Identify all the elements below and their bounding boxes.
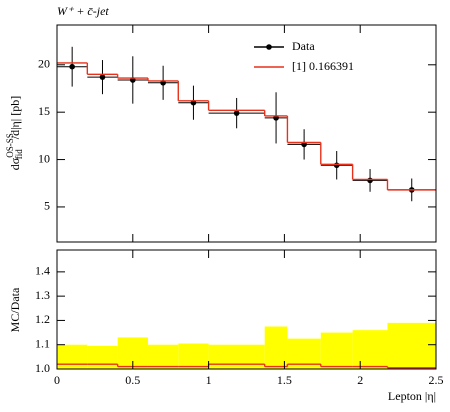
y-label-part: /d|η| [pb] — [8, 96, 22, 139]
x-tick-label: 2.5 — [429, 373, 444, 387]
ratio-band — [147, 344, 179, 369]
chart-title: W⁺ + c̄-jet — [57, 4, 109, 18]
ratio-band — [320, 332, 353, 369]
data-point — [69, 63, 75, 70]
x-tick-label: 1 — [206, 373, 212, 387]
x-tick-label: 2 — [357, 373, 363, 387]
x-tick-label: 0.5 — [125, 373, 140, 387]
ratio-band — [352, 330, 388, 369]
legend-label: [1] 0.166391 — [292, 59, 354, 73]
y-label-sub: fid — [14, 149, 24, 159]
y-label-part: dσ — [8, 157, 22, 170]
y-tick-label: 10 — [38, 151, 50, 165]
ratio-band — [87, 345, 118, 369]
y-tick-label: 1.1 — [35, 336, 50, 350]
y-tick-label: 1.0 — [35, 361, 50, 375]
x-axis-label: Lepton |η| — [388, 389, 436, 403]
ratio-band — [387, 322, 436, 369]
ratio-band — [264, 326, 288, 369]
y-tick-label: 1.3 — [35, 288, 50, 302]
x-tick-label: 1.5 — [277, 373, 292, 387]
plot-frame — [56, 249, 437, 370]
ratio-band — [178, 343, 209, 369]
y-label-sup: OS-SS — [5, 133, 15, 158]
y-tick-label: 1.2 — [35, 312, 50, 326]
data-point — [99, 74, 106, 80]
y-tick-label: 5 — [44, 199, 50, 213]
plot-frame — [56, 24, 437, 243]
data-point — [367, 177, 373, 184]
legend-marker — [266, 44, 272, 50]
data-point — [333, 162, 340, 169]
x-tick-label: 0 — [54, 373, 60, 387]
ratio-band — [57, 344, 88, 369]
y-tick-label: 20 — [38, 57, 50, 71]
data-point — [233, 110, 240, 116]
y-tick-label: 15 — [38, 104, 50, 118]
ratio-band — [208, 344, 265, 369]
ratio-y-label: MC/Data — [8, 287, 22, 332]
y-tick-label: 1.4 — [35, 264, 50, 278]
y-axis-label: dσOS-SSfid/d|η| [pb] — [5, 96, 24, 170]
legend-label: Data — [292, 39, 315, 53]
